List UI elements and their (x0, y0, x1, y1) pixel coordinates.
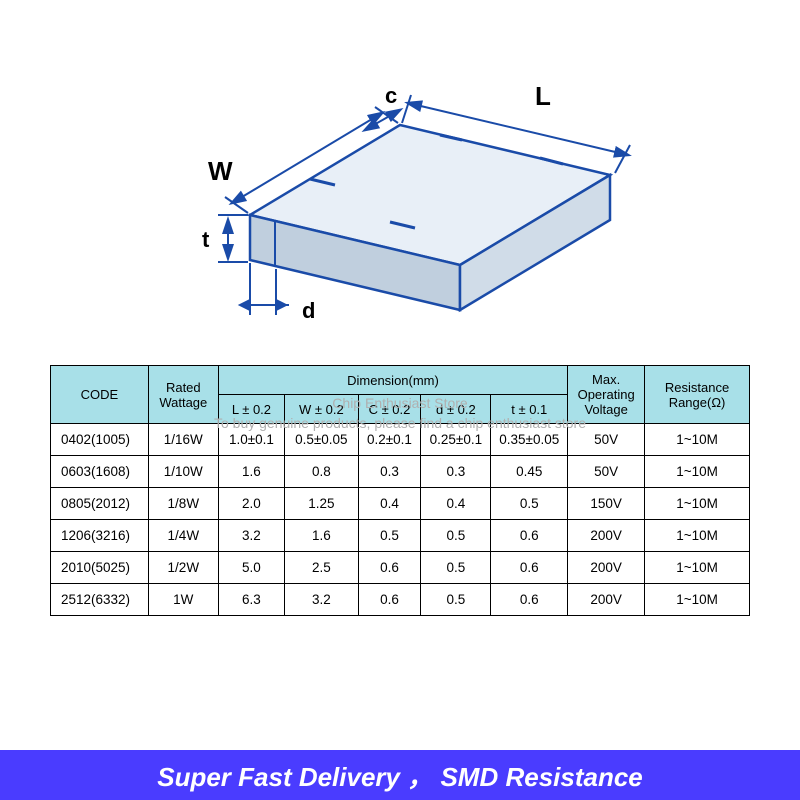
cell-range: 1~10M (645, 488, 750, 520)
cell-W: 0.5±0.05 (285, 424, 358, 456)
cell-code: 0402(1005) (51, 424, 149, 456)
cell-voltage: 200V (568, 552, 645, 584)
cell-W: 0.8 (285, 456, 358, 488)
cell-wattage: 1/16W (148, 424, 218, 456)
cell-W: 1.25 (285, 488, 358, 520)
cell-W: 1.6 (285, 520, 358, 552)
cell-t: 0.6 (491, 552, 568, 584)
cell-t: 0.35±0.05 (491, 424, 568, 456)
label-W: W (208, 156, 233, 186)
cell-W: 3.2 (285, 584, 358, 616)
cell-L: 3.2 (218, 520, 284, 552)
cell-C: 0.6 (358, 552, 421, 584)
cell-L: 1.6 (218, 456, 284, 488)
th-L: L ± 0.2 (218, 395, 284, 424)
cell-voltage: 200V (568, 584, 645, 616)
footer-banner: Super Fast Delivery ， SMD Resistance (0, 750, 800, 800)
cell-wattage: 1/10W (148, 456, 218, 488)
cell-range: 1~10M (645, 584, 750, 616)
cell-d: 0.4 (421, 488, 491, 520)
table-row: 0603(1608)1/10W1.60.80.30.30.4550V1~10M (51, 456, 750, 488)
cell-d: 0.5 (421, 552, 491, 584)
cell-range: 1~10M (645, 424, 750, 456)
cell-t: 0.5 (491, 488, 568, 520)
th-t: t ± 0.1 (491, 395, 568, 424)
component-diagram: L W c t (50, 20, 750, 360)
table-row: 0805(2012)1/8W2.01.250.40.40.5150V1~10M (51, 488, 750, 520)
cell-range: 1~10M (645, 520, 750, 552)
cell-code: 0805(2012) (51, 488, 149, 520)
cell-range: 1~10M (645, 552, 750, 584)
cell-C: 0.4 (358, 488, 421, 520)
label-d: d (302, 298, 315, 323)
cell-C: 0.5 (358, 520, 421, 552)
th-wattage: Rated Wattage (148, 366, 218, 424)
th-code: CODE (51, 366, 149, 424)
table-row: 1206(3216)1/4W3.21.60.50.50.6200V1~10M (51, 520, 750, 552)
cell-voltage: 50V (568, 456, 645, 488)
spec-table: CODE Rated Wattage Dimension(mm) Max. Op… (50, 365, 750, 616)
th-range: Resistance Range(Ω) (645, 366, 750, 424)
cell-L: 6.3 (218, 584, 284, 616)
footer-text: Super Fast Delivery ， SMD Resistance (157, 757, 643, 794)
cell-wattage: 1/8W (148, 488, 218, 520)
table-row: 0402(1005)1/16W1.0±0.10.5±0.050.2±0.10.2… (51, 424, 750, 456)
cell-voltage: 150V (568, 488, 645, 520)
cell-d: 0.3 (421, 456, 491, 488)
cell-C: 0.6 (358, 584, 421, 616)
cell-t: 0.6 (491, 520, 568, 552)
cell-t: 0.45 (491, 456, 568, 488)
th-W: W ± 0.2 (285, 395, 358, 424)
th-dimension: Dimension(mm) (218, 366, 567, 395)
th-d: d ± 0.2 (421, 395, 491, 424)
cell-L: 2.0 (218, 488, 284, 520)
cell-L: 5.0 (218, 552, 284, 584)
cell-d: 0.5 (421, 584, 491, 616)
cell-wattage: 1/2W (148, 552, 218, 584)
label-t: t (202, 227, 210, 252)
cell-voltage: 200V (568, 520, 645, 552)
th-voltage: Max. Operating Voltage (568, 366, 645, 424)
cell-wattage: 1W (148, 584, 218, 616)
th-C: C ± 0.2 (358, 395, 421, 424)
cell-W: 2.5 (285, 552, 358, 584)
cell-code: 2512(6332) (51, 584, 149, 616)
cell-code: 1206(3216) (51, 520, 149, 552)
cell-d: 0.5 (421, 520, 491, 552)
table-row: 2010(5025)1/2W5.02.50.60.50.6200V1~10M (51, 552, 750, 584)
cell-C: 0.2±0.1 (358, 424, 421, 456)
cell-voltage: 50V (568, 424, 645, 456)
cell-t: 0.6 (491, 584, 568, 616)
cell-code: 0603(1608) (51, 456, 149, 488)
cell-wattage: 1/4W (148, 520, 218, 552)
label-L: L (535, 81, 551, 111)
cell-L: 1.0±0.1 (218, 424, 284, 456)
cell-d: 0.25±0.1 (421, 424, 491, 456)
cell-range: 1~10M (645, 456, 750, 488)
cell-C: 0.3 (358, 456, 421, 488)
label-c: c (385, 83, 397, 108)
cell-code: 2010(5025) (51, 552, 149, 584)
table-row: 2512(6332)1W6.33.20.60.50.6200V1~10M (51, 584, 750, 616)
